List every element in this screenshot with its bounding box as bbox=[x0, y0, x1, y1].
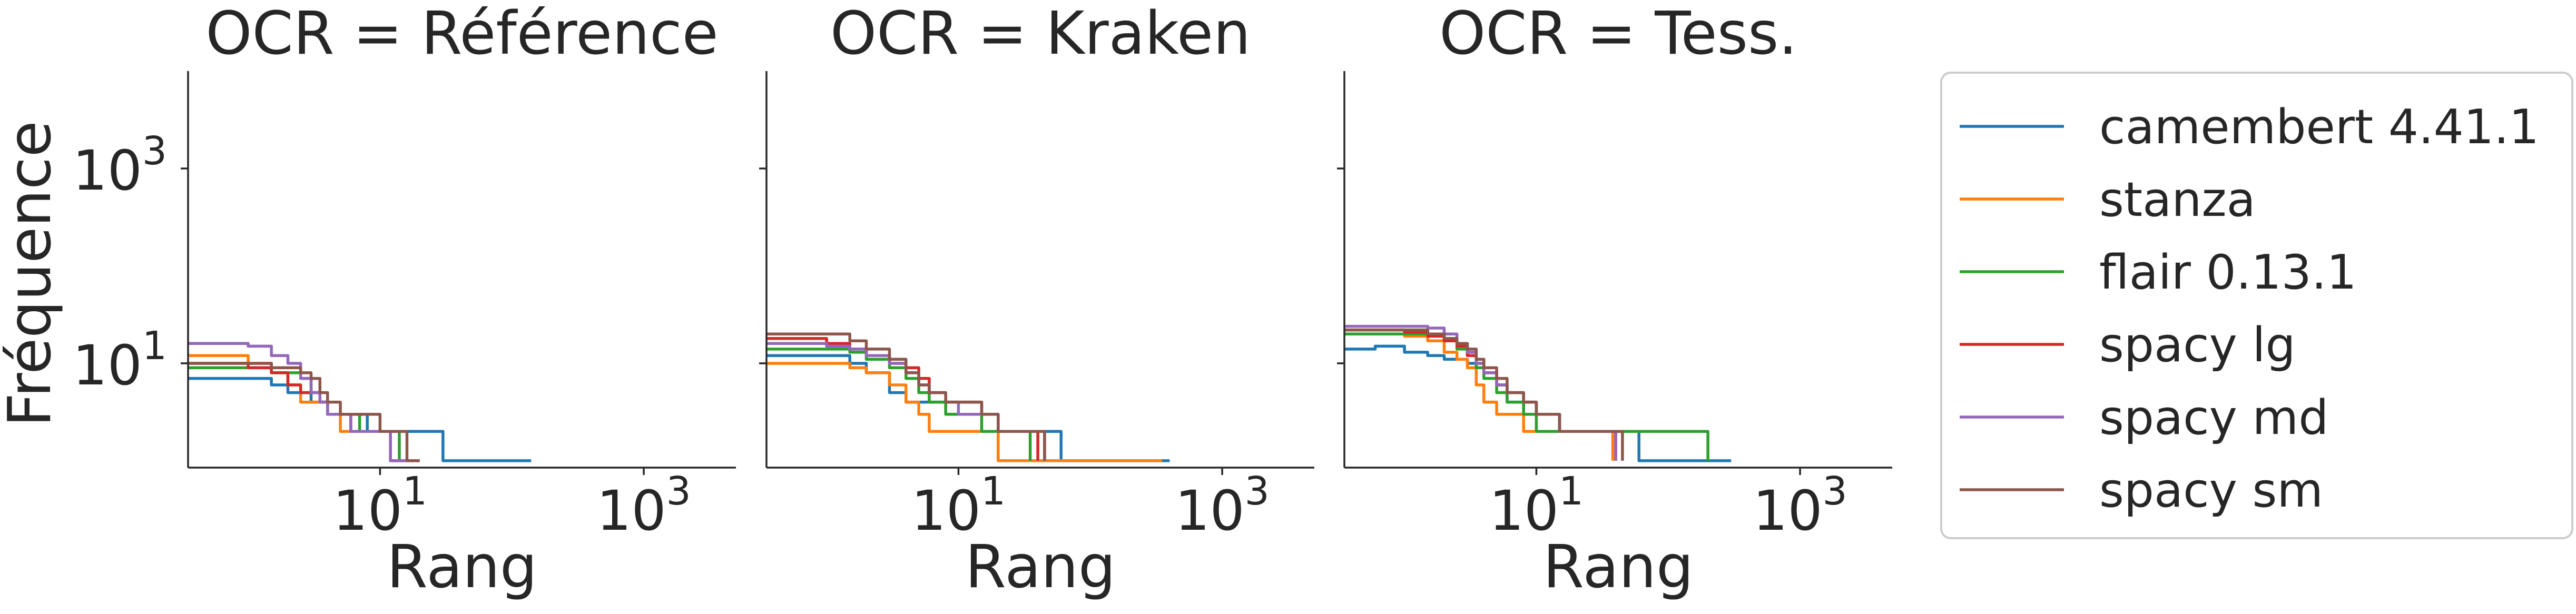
series-line-spacy-sm bbox=[188, 362, 420, 462]
x-tick-label: 103 bbox=[1175, 469, 1269, 543]
x-tick-label: 101 bbox=[333, 469, 427, 543]
panel-ocr-reference: OCR = Référence 101 103 101 103 Rang bbox=[73, 0, 736, 601]
panel-title: OCR = Tess. bbox=[1439, 0, 1797, 68]
series-line-spacy-sm bbox=[766, 332, 1046, 461]
x-tick-label: 101 bbox=[911, 469, 1006, 543]
legend: camembert 4.41.1 stanza flair 0.13.1 spacy … bbox=[1940, 72, 2573, 539]
legend-label: spacy lg bbox=[2099, 318, 2296, 373]
x-axis-label: Rang bbox=[965, 533, 1116, 601]
x-axis-label: Rang bbox=[1543, 533, 1694, 601]
plot-area bbox=[766, 332, 1170, 462]
x-tick-label: 103 bbox=[596, 469, 691, 543]
x-axis-label: Rang bbox=[387, 533, 537, 601]
y-tick-label: 101 bbox=[73, 323, 167, 398]
ticks: 101 103 101 103 bbox=[73, 128, 691, 543]
legend-label: stanza bbox=[2099, 172, 2256, 227]
panel-ocr-tess: OCR = Tess. 101 103 Rang bbox=[1337, 0, 1892, 601]
x-tick-label: 101 bbox=[1489, 469, 1584, 543]
series-line-flair-0-13-1 bbox=[766, 348, 1032, 461]
y-tick-label: 103 bbox=[73, 128, 167, 203]
legend-label: flair 0.13.1 bbox=[2099, 245, 2357, 300]
panel-ocr-kraken: OCR = Kraken 101 103 Rang bbox=[759, 0, 1314, 601]
legend-label: spacy md bbox=[2099, 390, 2328, 445]
legend-items: camembert 4.41.1 stanza flair 0.13.1 spacy … bbox=[1960, 100, 2539, 518]
x-tick-label: 103 bbox=[1753, 469, 1847, 543]
ticks: 101 103 bbox=[1337, 167, 1847, 543]
legend-label: camembert 4.41.1 bbox=[2099, 100, 2539, 155]
panel-title: OCR = Référence bbox=[205, 0, 718, 68]
y-axis-label: Fréquence bbox=[0, 121, 64, 427]
panel-title: OCR = Kraken bbox=[830, 0, 1251, 68]
plot-area bbox=[1344, 324, 1732, 462]
series-line-spacy-sm bbox=[1344, 328, 1624, 461]
legend-frame bbox=[1940, 72, 2573, 539]
ticks: 101 103 bbox=[759, 167, 1270, 543]
plot-area bbox=[188, 342, 532, 462]
legend-label: spacy sm bbox=[2099, 463, 2323, 518]
